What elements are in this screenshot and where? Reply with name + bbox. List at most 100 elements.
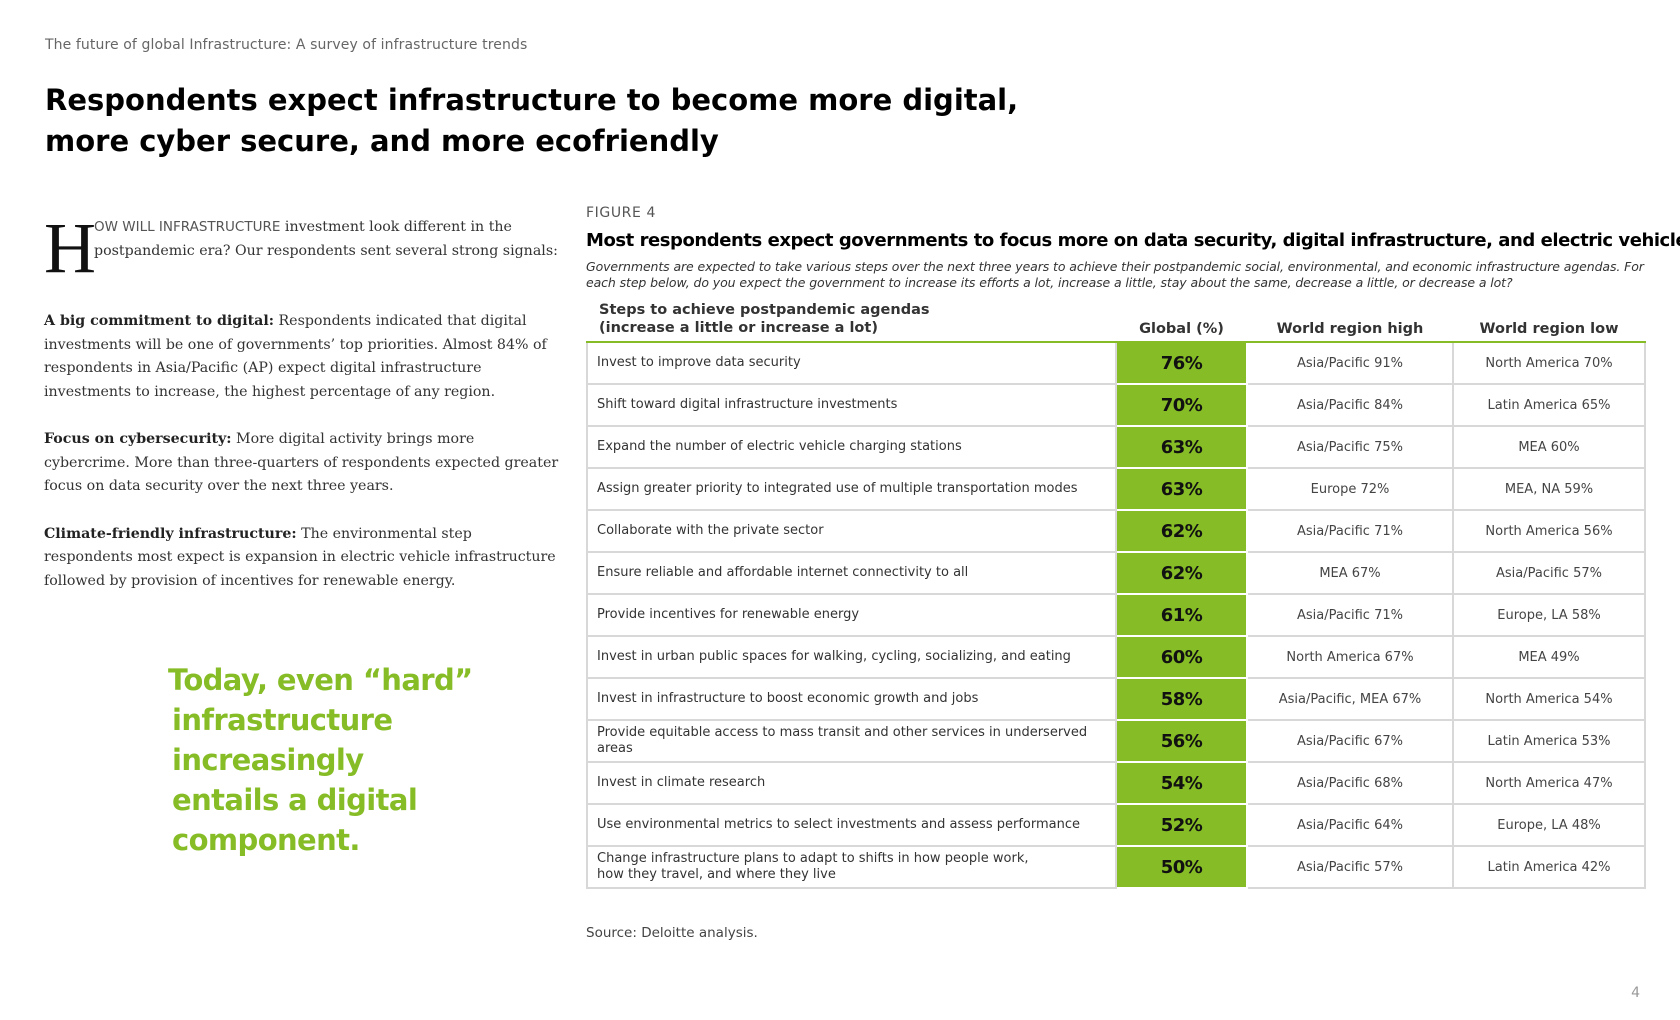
step-cell-line-1: Change infrastructure plans to adapt to … — [597, 851, 1029, 866]
global-cell: 62% — [1116, 552, 1248, 595]
paragraph-cybersecurity: Focus on cybersecurity: More digital act… — [44, 428, 564, 499]
region-high-cell: Europe 72% — [1247, 468, 1454, 511]
region-low-cell: North America 56% — [1453, 510, 1646, 553]
global-cell: 50% — [1116, 846, 1248, 889]
table-row: Use environmental metrics to select inve… — [586, 804, 1646, 847]
figure-title: Most respondents expect governments to f… — [586, 230, 1680, 251]
global-cell: 63% — [1116, 426, 1248, 469]
global-cell: 56% — [1116, 720, 1248, 763]
table-row: Invest in urban public spaces for walkin… — [586, 636, 1646, 679]
region-high-cell: MEA 67% — [1247, 552, 1454, 595]
step-cell: Use environmental metrics to select inve… — [586, 804, 1117, 847]
column-header-steps-line-1: Steps to achieve postpandemic agendas — [599, 302, 930, 318]
table-row: Invest in climate research 54% Asia/Paci… — [586, 762, 1646, 805]
step-cell: Invest in urban public spaces for walkin… — [586, 636, 1117, 679]
step-cell: Invest in climate research — [586, 762, 1117, 805]
region-high-cell: Asia/Pacific 84% — [1247, 384, 1454, 427]
step-cell: Expand the number of electric vehicle ch… — [586, 426, 1117, 469]
source-note: Source: Deloitte analysis. — [586, 925, 758, 941]
pull-quote-line-1: Today, even “hard” — [168, 663, 473, 697]
table-row: Expand the number of electric vehicle ch… — [586, 426, 1646, 469]
table-header-row: Steps to achieve postpandemic agendas (i… — [587, 301, 1645, 343]
figure-4: FIGURE 4 Most respondents expect governm… — [586, 205, 1680, 889]
step-cell: Collaborate with the private sector — [586, 510, 1117, 553]
figure-label: FIGURE 4 — [586, 205, 657, 221]
region-high-cell: Asia/Pacific 67% — [1247, 720, 1454, 763]
global-cell: 58% — [1116, 678, 1248, 721]
region-low-cell: Latin America 65% — [1453, 384, 1646, 427]
table-row: Provide incentives for renewable energy … — [586, 594, 1646, 637]
region-low-cell: MEA 49% — [1453, 636, 1646, 679]
pull-quote-line-3: entails a digital component. — [172, 783, 418, 857]
paragraph-heading: A big commitment to digital: — [44, 313, 274, 329]
body-column: H OW WILL INFRASTRUCTURE investment look… — [44, 208, 564, 617]
paragraph-heading: Climate-friendly infrastructure: — [44, 525, 297, 542]
drop-cap: H — [44, 208, 96, 288]
global-cell: 60% — [1116, 636, 1248, 679]
paragraph-text: More digital activity brings more cyberc… — [44, 431, 559, 494]
global-cell: 61% — [1116, 594, 1248, 637]
page-title: Respondents expect infrastructure to bec… — [45, 80, 1045, 162]
step-cell: Change infrastructure plans to adapt to … — [586, 846, 1117, 889]
region-low-cell: Latin America 42% — [1453, 846, 1646, 889]
region-high-cell: Asia/Pacific 71% — [1247, 510, 1454, 553]
table-row: Collaborate with the private sector 62% … — [586, 510, 1646, 553]
table-row: Shift toward digital infrastructure inve… — [586, 384, 1646, 427]
region-high-cell: Asia/Pacific 91% — [1247, 342, 1454, 385]
global-cell: 52% — [1116, 804, 1248, 847]
step-cell: Provide equitable access to mass transit… — [586, 720, 1117, 763]
step-cell: Ensure reliable and affordable internet … — [586, 552, 1117, 595]
region-high-cell: Asia/Pacific 57% — [1247, 846, 1454, 889]
paragraph-heading: Focus on cybersecurity: — [44, 431, 232, 447]
region-low-cell: North America 54% — [1453, 678, 1646, 721]
region-high-cell: Asia/Pacific, MEA 67% — [1247, 678, 1454, 721]
step-cell-line-2: how they travel, and where they live — [597, 867, 836, 882]
page-number: 4 — [1631, 985, 1640, 1001]
region-low-cell: Asia/Pacific 57% — [1453, 552, 1646, 595]
column-header-global: Global (%) — [1116, 301, 1247, 343]
page-title-line-2: more cyber secure, and more ecofriendly — [45, 124, 719, 158]
region-low-cell: MEA, NA 59% — [1453, 468, 1646, 511]
step-cell: Invest in infrastructure to boost econom… — [586, 678, 1117, 721]
column-header-steps-line-2: (increase a little or increase a lot) — [599, 320, 878, 336]
lead-paragraph: H OW WILL INFRASTRUCTURE investment look… — [44, 208, 564, 288]
table-row: Change infrastructure plans to adapt to … — [586, 846, 1646, 889]
global-cell: 62% — [1116, 510, 1248, 553]
step-cell: Provide incentives for renewable energy — [586, 594, 1117, 637]
pull-quote: Today, even “hard” infrastructure increa… — [168, 660, 588, 860]
step-cell: Invest to improve data security — [586, 342, 1117, 385]
table-row: Invest to improve data security 76% Asia… — [586, 342, 1646, 385]
region-high-cell: Asia/Pacific 71% — [1247, 594, 1454, 637]
step-cell: Shift toward digital infrastructure inve… — [586, 384, 1117, 427]
paragraph-digital: A big commitment to digital: Respondents… — [44, 310, 564, 404]
page-title-line-1: Respondents expect infrastructure to bec… — [45, 83, 1019, 117]
table-row: Assign greater priority to integrated us… — [586, 468, 1646, 511]
pull-quote-line-2: infrastructure increasingly — [172, 703, 393, 777]
column-header-region-high: World region high — [1247, 301, 1453, 343]
table-row: Provide equitable access to mass transit… — [586, 720, 1646, 763]
table-row: Ensure reliable and affordable internet … — [586, 552, 1646, 595]
paragraph-climate: Climate-friendly infrastructure: The env… — [44, 523, 564, 594]
region-high-cell: Asia/Pacific 75% — [1247, 426, 1454, 469]
step-cell: Assign greater priority to integrated us… — [586, 468, 1117, 511]
paragraph-text: The environmental step respondents most … — [44, 525, 556, 589]
region-low-cell: Europe, LA 48% — [1453, 804, 1646, 847]
region-low-cell: Latin America 53% — [1453, 720, 1646, 763]
region-low-cell: North America 70% — [1453, 342, 1646, 385]
column-header-steps: Steps to achieve postpandemic agendas (i… — [587, 301, 1116, 343]
region-high-cell: Asia/Pacific 64% — [1247, 804, 1454, 847]
region-low-cell: MEA 60% — [1453, 426, 1646, 469]
global-cell: 76% — [1116, 342, 1248, 385]
table-row: Invest in infrastructure to boost econom… — [586, 678, 1646, 721]
global-cell: 63% — [1116, 468, 1248, 511]
global-cell: 54% — [1116, 762, 1248, 805]
figure-description: Governments are expected to take various… — [586, 259, 1644, 290]
lead-text: investment look different in the postpan… — [94, 219, 558, 259]
region-low-cell: North America 47% — [1453, 762, 1646, 805]
running-head: The future of global Infrastructure: A s… — [45, 37, 528, 53]
lead-small-caps: OW WILL INFRASTRUCTURE — [94, 219, 281, 235]
column-header-region-low: World region low — [1453, 301, 1645, 343]
region-high-cell: North America 67% — [1247, 636, 1454, 679]
steps-table: Steps to achieve postpandemic agendas (i… — [586, 301, 1646, 889]
global-cell: 70% — [1116, 384, 1248, 427]
